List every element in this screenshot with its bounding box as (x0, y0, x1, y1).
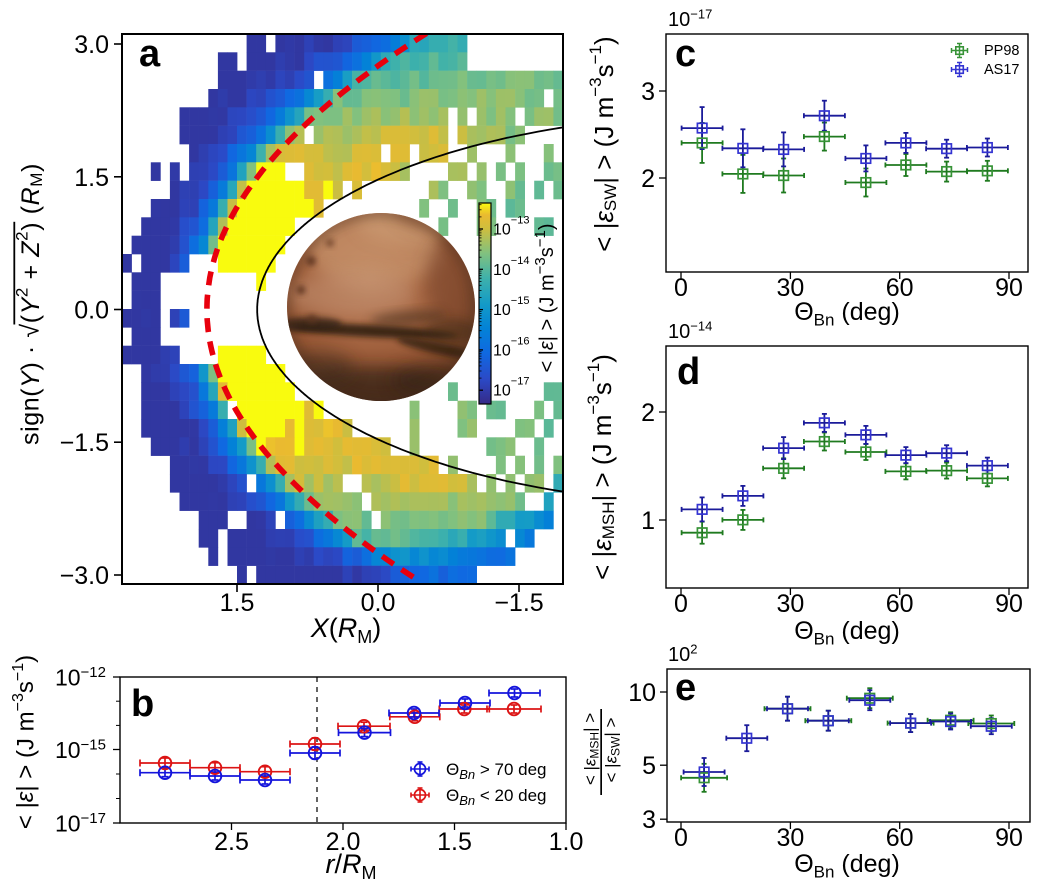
svg-text:−1.5: −1.5 (60, 429, 109, 457)
svg-text:60: 60 (886, 274, 914, 302)
svg-text:AS17: AS17 (984, 62, 1019, 78)
svg-text:< |εMSH| >: < |εMSH| > (581, 713, 602, 785)
svg-text:< |ε| > (J m−3s−1): < |ε| > (J m−3s−1) (10, 655, 39, 829)
svg-text:3: 3 (642, 806, 656, 834)
svg-text:2: 2 (641, 165, 655, 193)
svg-text:90: 90 (995, 824, 1023, 852)
svg-text:2.5: 2.5 (214, 828, 249, 856)
svg-text:1.5: 1.5 (74, 164, 109, 192)
svg-text:3: 3 (641, 78, 655, 106)
svg-text:ΘBn (deg): ΘBn (deg) (794, 617, 900, 649)
svg-text:1.0: 1.0 (549, 828, 584, 856)
svg-text:30: 30 (776, 824, 804, 852)
svg-text:< |εSW| >: < |εSW| > (602, 717, 623, 782)
svg-text:0: 0 (674, 274, 688, 302)
svg-text:e: e (675, 667, 696, 709)
svg-text:ΘBn (deg): ΘBn (deg) (794, 298, 900, 330)
svg-text:ΘBn (deg): ΘBn (deg) (794, 850, 900, 882)
svg-text:−1.5: −1.5 (494, 589, 543, 617)
svg-text:0: 0 (674, 824, 688, 852)
svg-text:< |εSW| > (J m−3s−1): < |εSW| > (J m−3s−1) (586, 36, 620, 251)
svg-text:0.0: 0.0 (74, 297, 109, 325)
svg-text:b: b (131, 683, 154, 725)
svg-text:PP98: PP98 (984, 43, 1019, 59)
svg-text:90: 90 (995, 274, 1023, 302)
svg-text:d: d (677, 351, 700, 393)
svg-text:c: c (675, 33, 696, 75)
svg-text:60: 60 (886, 824, 914, 852)
svg-text:10: 10 (628, 679, 656, 707)
svg-text:0: 0 (674, 590, 688, 618)
svg-text:1.5: 1.5 (220, 589, 255, 617)
svg-text:1.5: 1.5 (437, 828, 472, 856)
svg-text:10−14: 10−14 (668, 318, 712, 343)
svg-text:< |εMSH| > (J m−3s−1): < |εMSH| > (J m−3s−1) (584, 354, 618, 580)
svg-text:< |ε| > (J m−3s−1): < |ε| > (J m−3s−1) (532, 224, 558, 373)
svg-text:sign(Y) · √(Y2 + Z2) (RM): sign(Y) · √(Y2 + Z2) (RM) (13, 163, 47, 445)
svg-text:2: 2 (641, 399, 655, 427)
svg-text:3.0: 3.0 (74, 31, 109, 59)
svg-text:60: 60 (886, 590, 914, 618)
svg-text:−3.0: −3.0 (60, 562, 109, 590)
svg-text:30: 30 (776, 590, 804, 618)
svg-text:90: 90 (995, 590, 1023, 618)
svg-text:1: 1 (641, 507, 655, 535)
svg-text:0.0: 0.0 (361, 589, 396, 617)
svg-text:a: a (139, 33, 161, 75)
svg-text:ΘBn < 20 deg: ΘBn < 20 deg (446, 786, 547, 808)
svg-text:30: 30 (776, 274, 804, 302)
svg-text:2.0: 2.0 (326, 828, 361, 856)
svg-text:5: 5 (642, 752, 656, 780)
